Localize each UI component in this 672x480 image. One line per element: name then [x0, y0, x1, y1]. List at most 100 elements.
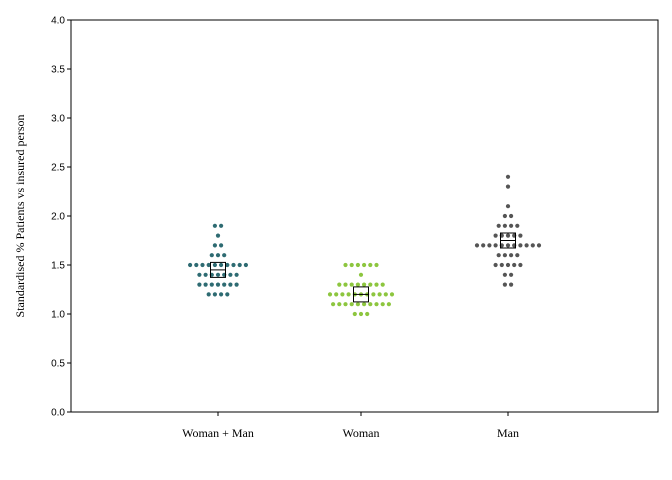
data-point [518, 262, 523, 268]
data-point [215, 282, 221, 287]
data-point [243, 262, 248, 268]
data-point [509, 282, 514, 287]
data-point [349, 282, 354, 287]
data-point [209, 282, 214, 287]
y-tick-label: 4.0 [51, 16, 65, 27]
data-point [481, 243, 486, 248]
data-point [512, 262, 517, 268]
data-point [197, 272, 202, 277]
data-point [515, 253, 520, 258]
data-point [368, 282, 373, 287]
data-point [206, 262, 211, 268]
data-point [237, 262, 242, 268]
data-point [215, 272, 221, 277]
data-point [509, 223, 514, 228]
data-point [206, 292, 211, 297]
data-point [343, 262, 348, 268]
data-point [349, 302, 354, 307]
x-category-label: Woman + Man [182, 426, 254, 440]
data-point [380, 282, 385, 287]
data-point [219, 243, 224, 248]
data-point [200, 262, 205, 268]
data-point [355, 262, 360, 268]
data-point [493, 233, 498, 238]
data-point [496, 253, 501, 258]
data-point [231, 262, 236, 268]
data-point [215, 253, 221, 258]
data-point [219, 262, 224, 268]
data-point [355, 282, 360, 287]
data-point [505, 204, 511, 209]
data-point [340, 292, 345, 297]
data-point [502, 223, 507, 228]
data-point [365, 311, 370, 317]
data-point [524, 243, 529, 248]
data-point [502, 272, 507, 277]
data-point [493, 243, 498, 248]
data-point [225, 262, 230, 268]
data-point [228, 282, 233, 287]
data-point [203, 282, 208, 287]
data-point [197, 282, 202, 287]
data-point [509, 213, 514, 219]
mean-markers [210, 232, 516, 303]
y-tick-label: 2.0 [51, 212, 65, 223]
data-point [474, 243, 480, 248]
data-point [346, 292, 351, 297]
data-point [368, 302, 373, 307]
data-point [536, 243, 542, 248]
data-point [331, 302, 336, 307]
y-tick-label: 2.5 [51, 163, 65, 174]
data-point [222, 282, 227, 287]
data-point [505, 243, 511, 248]
y-tick-label: 3.5 [51, 65, 65, 76]
y-tick-label: 0.0 [51, 408, 65, 419]
data-point [518, 233, 523, 238]
data-point [219, 223, 224, 228]
data-point [234, 272, 239, 277]
data-point [505, 262, 511, 268]
data-point [374, 302, 379, 307]
data-point [212, 292, 217, 297]
y-tick-label: 3.0 [51, 114, 65, 125]
data-point [362, 262, 367, 268]
data-point [509, 253, 514, 258]
y-tick-label: 1.0 [51, 310, 65, 321]
data-point [499, 262, 504, 268]
data-point [487, 243, 492, 248]
data-point [496, 223, 501, 228]
x-category-label: Man [497, 426, 519, 440]
data-point [352, 311, 357, 317]
data-point [389, 292, 395, 297]
data-point [219, 292, 224, 297]
data-point [212, 243, 217, 248]
data-point [337, 282, 342, 287]
data-point [493, 262, 498, 268]
y-tick-label: 1.5 [51, 261, 65, 272]
data-point [188, 262, 193, 268]
data-point [358, 272, 364, 277]
data-point [362, 282, 367, 287]
data-point [234, 282, 239, 287]
data-point [371, 292, 376, 297]
data-point [509, 272, 514, 277]
data-point [212, 223, 217, 228]
data-point [505, 174, 511, 179]
data-point [203, 272, 208, 277]
data-point [515, 223, 520, 228]
data-point [355, 302, 360, 307]
data-point [349, 262, 354, 268]
data-point [518, 243, 523, 248]
data-point [377, 292, 382, 297]
data-point [368, 262, 373, 268]
data-point [222, 253, 227, 258]
data-point [194, 262, 199, 268]
data-point [225, 292, 230, 297]
y-axis-title: Standardised % Patients vs insured perso… [13, 115, 27, 318]
data-point [343, 282, 348, 287]
data-point [383, 292, 388, 297]
data-point [362, 302, 367, 307]
x-category-label: Woman [342, 426, 379, 440]
data-point [505, 184, 511, 189]
